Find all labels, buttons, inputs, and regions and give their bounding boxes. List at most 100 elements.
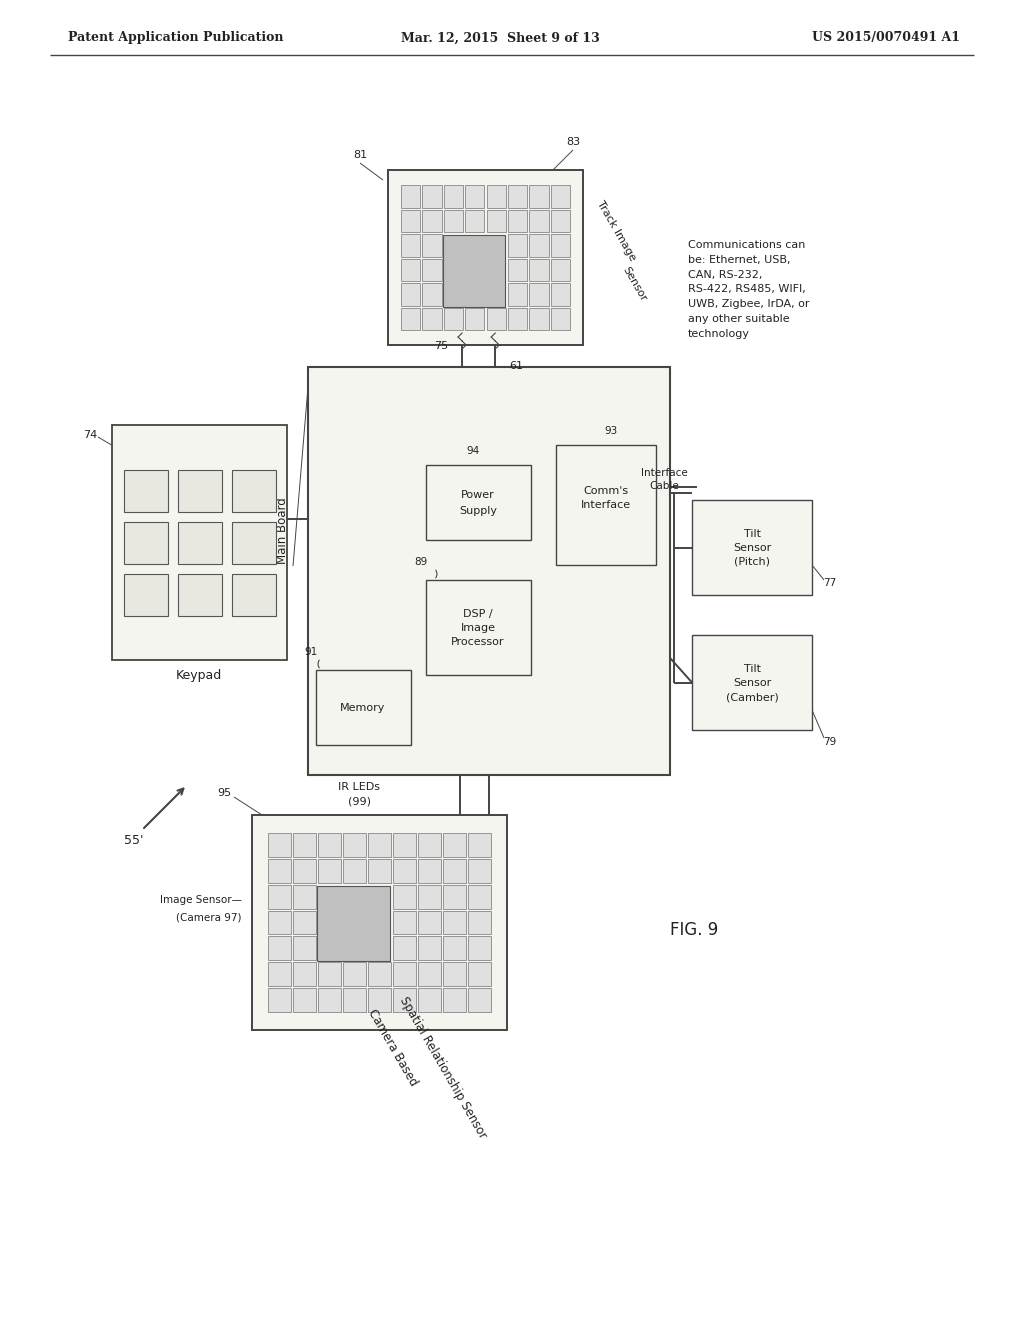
Bar [529,308,549,330]
Text: 75: 75 [434,341,449,351]
Bar [468,859,490,883]
Text: FIG. 9: FIG. 9 [670,921,718,939]
Bar [124,470,168,511]
Bar [468,962,490,986]
Text: Sensor: Sensor [621,265,649,302]
Bar [426,579,531,675]
Bar [231,573,275,615]
Bar [556,445,656,565]
Bar [343,833,366,857]
Bar [442,911,466,935]
Bar [268,884,291,908]
Bar [442,235,505,306]
Bar [443,308,463,330]
Text: DSP /: DSP / [463,609,493,619]
Text: 94: 94 [466,446,479,455]
Bar [318,859,341,883]
Bar [442,962,466,986]
Text: Track Image: Track Image [595,199,638,263]
Text: (Camera 97): (Camera 97) [176,913,242,923]
Bar [468,911,490,935]
Text: Tilt: Tilt [743,664,761,675]
Bar [293,859,316,883]
Text: 74: 74 [83,430,97,440]
Text: Main Board: Main Board [276,498,290,565]
Bar [418,987,441,1012]
Bar [551,185,570,207]
Bar [468,884,490,908]
Text: 81: 81 [353,150,367,160]
Bar [442,859,466,883]
Bar [418,936,441,960]
Text: Supply: Supply [459,506,497,516]
Bar [293,936,316,960]
Bar [508,185,527,207]
Bar [318,833,341,857]
Bar [442,833,466,857]
Bar [529,282,549,305]
Text: Interface: Interface [581,500,631,510]
Bar [112,425,287,660]
Bar [388,170,583,345]
Text: 83: 83 [566,137,580,147]
Bar [486,210,506,232]
Bar [400,282,420,305]
Text: Image Sensor—: Image Sensor— [160,895,242,906]
Bar [343,987,366,1012]
Bar [393,936,416,960]
Bar [486,185,506,207]
Bar [442,987,466,1012]
Text: Image: Image [461,623,496,634]
Bar [426,465,531,540]
Text: US 2015/0070491 A1: US 2015/0070491 A1 [812,32,961,45]
Bar [317,886,390,961]
Text: Mar. 12, 2015  Sheet 9 of 13: Mar. 12, 2015 Sheet 9 of 13 [400,32,599,45]
Bar [422,259,441,281]
Text: 77: 77 [823,578,837,587]
Text: 89: 89 [415,557,428,568]
Bar [422,308,441,330]
Bar [124,573,168,615]
Text: 95: 95 [217,788,231,799]
Bar [465,210,484,232]
Bar [400,185,420,207]
Bar [368,859,391,883]
Bar [177,573,221,615]
Text: (99): (99) [347,796,371,807]
Text: Comm's: Comm's [584,486,629,496]
Text: Tilt: Tilt [743,529,761,539]
Bar [508,210,527,232]
Text: Power: Power [461,490,495,500]
Bar [318,962,341,986]
Bar [529,185,549,207]
Bar [422,234,441,256]
Text: Patent Application Publication: Patent Application Publication [68,32,284,45]
Bar [486,308,506,330]
Bar [692,635,812,730]
Bar [293,987,316,1012]
Text: Communications can
be: Ethernet, USB,
CAN, RS-232,
RS-422, RS485, WIFI,
UWB, Zig: Communications can be: Ethernet, USB, CA… [688,240,810,339]
Bar [508,282,527,305]
Bar [442,936,466,960]
Bar [508,234,527,256]
Bar [368,987,391,1012]
Bar [465,308,484,330]
Bar [529,234,549,256]
Text: Camera Based: Camera Based [365,1007,420,1089]
Bar [268,962,291,986]
Bar [231,470,275,511]
Text: 91: 91 [304,647,317,657]
Bar [400,210,420,232]
Bar [422,185,441,207]
Bar [268,987,291,1012]
Bar [400,259,420,281]
Text: Spatial Relationship Sensor: Spatial Relationship Sensor [397,995,489,1142]
Bar [529,210,549,232]
Bar [293,962,316,986]
Bar [293,911,316,935]
Bar [422,282,441,305]
Bar [508,308,527,330]
Bar [508,259,527,281]
Bar [418,833,441,857]
Text: Keypad: Keypad [176,669,222,682]
